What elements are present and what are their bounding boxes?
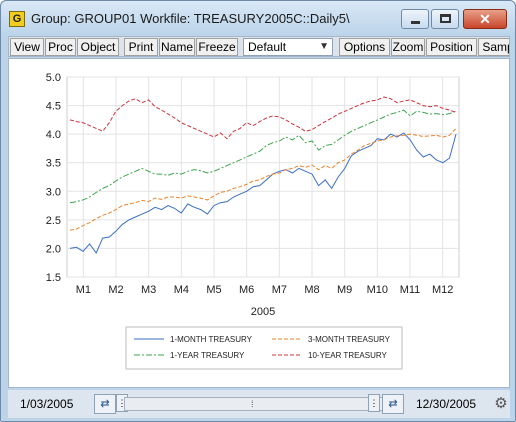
graph-template-value: Default: [248, 40, 287, 54]
toolbar: View Proc Object Print Name Freeze Defau…: [8, 36, 510, 57]
y-tick-label: 4.0: [46, 129, 61, 141]
x-tick-label: M1: [76, 284, 91, 296]
position-button[interactable]: Position: [426, 38, 477, 56]
grip-icon: ⋮: [369, 398, 379, 408]
x-tick-label: M10: [367, 284, 388, 296]
graph-template-select[interactable]: Default ▼: [243, 38, 333, 56]
x-tick-label: M12: [432, 284, 453, 296]
sample-status-bar: 1/03/2005 ⇄ ⋮ ⁞ ⋮ ⇄ 12/30/2005 ⚙: [8, 390, 510, 418]
y-tick-label: 2.0: [46, 243, 61, 255]
x-tick-label: M4: [174, 284, 189, 296]
sample-slider[interactable]: ⁞: [124, 397, 390, 411]
x-axis-label: 2005: [251, 306, 275, 318]
options-button[interactable]: Options: [339, 38, 390, 56]
plot-frame: [66, 76, 460, 278]
maximize-button[interactable]: [431, 9, 459, 29]
sample-button[interactable]: Samp: [478, 38, 509, 56]
gear-icon[interactable]: ⚙: [494, 395, 508, 412]
x-tick-label: M9: [337, 284, 352, 296]
legend-label: 1-YEAR TREASURY: [170, 351, 245, 360]
zoom-button[interactable]: Zoom: [391, 38, 425, 56]
series-line-3[interactable]: [69, 109, 457, 204]
sample-end-date: 12/30/2005: [416, 397, 477, 411]
sample-start-date: 1/03/2005: [20, 397, 74, 411]
y-tick-label: 2.5: [46, 215, 61, 227]
minimize-icon: [411, 21, 420, 24]
y-tick-label: 3.0: [46, 186, 61, 198]
chevron-down-icon: ▼: [319, 41, 329, 52]
view-button[interactable]: View: [10, 38, 44, 56]
freeze-button[interactable]: Freeze: [196, 38, 238, 56]
series-line-4[interactable]: [69, 96, 457, 140]
arrows-left-icon: ⇄: [100, 398, 110, 410]
arrows-right-icon: ⇄: [388, 398, 398, 410]
series-line-2[interactable]: [69, 128, 457, 231]
eviews-group-icon: G: [9, 11, 25, 27]
legend-label: 1-MONTH TREASURY: [170, 335, 253, 344]
x-tick-label: M2: [108, 284, 123, 296]
series-line-1[interactable]: [69, 132, 457, 255]
name-button[interactable]: Name: [159, 38, 195, 56]
line-chart[interactable]: 1.5 2.0 2.5 3.0 3.5 4.0 4.5 5.0 M1 M2 M3 M4 M5 M6 M7 M8…: [9, 59, 509, 387]
close-button[interactable]: ✕: [463, 9, 507, 29]
close-icon: ✕: [479, 11, 491, 27]
object-button[interactable]: Object: [77, 38, 119, 56]
y-tick-label: 4.5: [46, 101, 61, 113]
legend-label: 3-MONTH TREASURY: [308, 335, 391, 344]
minimize-button[interactable]: [401, 9, 429, 29]
x-tick-label: M11: [400, 284, 421, 296]
legend-box: [125, 326, 403, 370]
legend-label: 10-YEAR TREASURY: [308, 351, 388, 360]
grip-icon: ⋮: [117, 398, 127, 408]
x-tick-label: M7: [272, 284, 287, 296]
x-tick-label: M8: [304, 284, 319, 296]
sample-forward-button[interactable]: ⇄: [382, 394, 404, 414]
maximize-icon: [440, 14, 451, 23]
window-title: Group: GROUP01 Workfile: TREASURY2005C::…: [31, 11, 350, 26]
x-tick-label: M5: [206, 284, 221, 296]
proc-button[interactable]: Proc: [45, 38, 76, 56]
sample-back-button[interactable]: ⇄: [94, 394, 116, 414]
title-bar[interactable]: G Group: GROUP01 Workfile: TREASURY2005C…: [1, 1, 515, 35]
y-tick-label: 3.5: [46, 158, 61, 170]
graph-view[interactable]: 1.5 2.0 2.5 3.0 3.5 4.0 4.5 5.0 M1 M2 M3 M4 M5 M6 M7 M8…: [8, 58, 510, 388]
y-tick-label: 1.5: [46, 272, 61, 284]
slider-grip-icon: ⁞: [251, 399, 254, 409]
y-tick-label: 5.0: [46, 72, 61, 84]
print-button[interactable]: Print: [124, 38, 158, 56]
slider-right-handle[interactable]: ⋮: [368, 394, 380, 412]
x-tick-label: M6: [239, 284, 254, 296]
x-tick-label: M3: [141, 284, 156, 296]
